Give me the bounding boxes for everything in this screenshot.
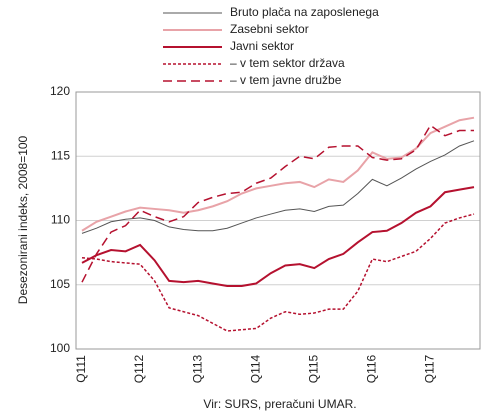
series-line [81,186,475,288]
y-tick-label: 115 [51,148,70,162]
x-tick-label: Q111 [74,355,88,383]
y-tick-label: 100 [50,341,70,355]
source: Vir: SURS, preračuni UMAR. [203,397,356,411]
legend-label: Zasebni sektor [230,22,309,36]
y-tick-label: 110 [51,213,70,227]
legend-label: – v tem sektor država [230,56,345,70]
plot-frame [75,91,481,350]
legend-label: – v tem javne družbe [230,73,342,87]
x-tick-label: Q115 [306,354,320,383]
y-axis-label: Desezonirani indeks, 2008=100 [16,135,30,304]
series-line [81,213,475,332]
series-line [81,124,474,283]
x-tick-label: Q116 [365,354,379,383]
x-tick-label: Q114 [248,354,262,383]
legend-label: Bruto plača na zaposlenega [230,5,379,19]
x-tick-label: Q113 [190,354,204,383]
y-tick-label: 105 [50,277,70,291]
x-tick-label: Q112 [132,354,146,383]
series-line [81,116,475,232]
x-tick-label: Q117 [423,354,437,383]
y-tick-label: 120 [50,84,70,98]
legend-label: Javni sektor [230,39,294,53]
series-line [81,140,475,234]
